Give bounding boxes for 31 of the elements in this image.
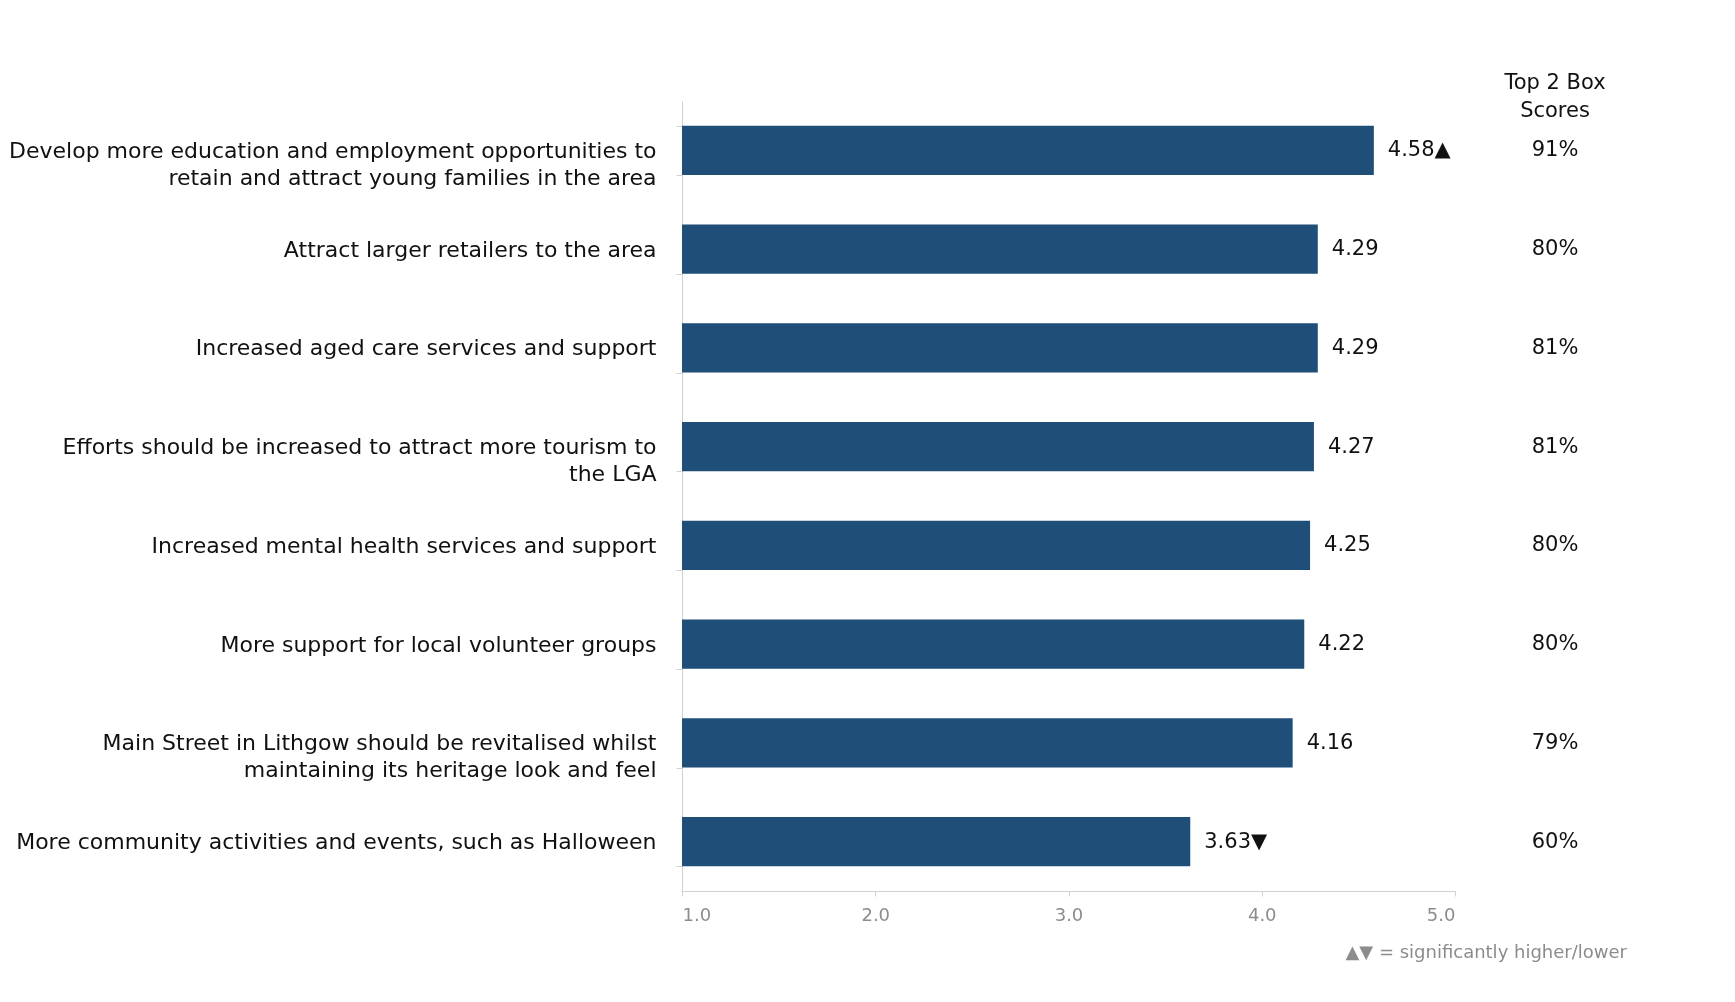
y-tick-label: Increased aged care services and support	[195, 335, 657, 361]
x-tick-label: 5.0	[1426, 903, 1456, 925]
x-tick-label: 4.0	[1247, 903, 1277, 925]
text: 80%	[1531, 532, 1579, 557]
data-label: 4.22	[1318, 631, 1366, 656]
text: 79%	[1531, 729, 1579, 754]
text: Top 2 Box Scores	[1503, 70, 1606, 122]
data-label: 3.63▼	[1204, 828, 1269, 853]
text: ▲▼ = significantly higher/lower	[1345, 941, 1628, 962]
y-tick-label: More support for local volunteer groups	[220, 631, 657, 657]
x-tick-label: 2.0	[861, 903, 891, 925]
data-label: 4.29	[1331, 236, 1379, 261]
data-label: 4.29	[1331, 334, 1379, 359]
y-tick-label: Efforts should be increased to attract more tourism to the LGA	[62, 434, 657, 487]
y-tick-label: More community activities and events, such as Halloween	[16, 829, 657, 855]
data-label: 4.27	[1327, 433, 1375, 458]
text: 60%	[1531, 828, 1579, 853]
x-tick-label: 1.0	[682, 903, 712, 925]
x-tick-label: 3.0	[1054, 903, 1084, 925]
text: 81%	[1531, 433, 1579, 458]
y-tick-label: Develop more education and employment opportunities to retain and attract young families in the area	[9, 137, 657, 190]
y-tick-label: Attract larger retailers to the area	[283, 236, 657, 262]
data-label: 4.16	[1306, 729, 1354, 754]
text: 91%	[1531, 137, 1579, 162]
y-tick-label: Main Street in Lithgow should be revitalised whilst maintaining its heritage look and feel	[102, 730, 657, 783]
y-tick-label: Increased mental health services and support	[151, 532, 657, 558]
text: 80%	[1531, 631, 1579, 656]
text: 81%	[1531, 334, 1579, 359]
data-label: 4.25	[1324, 532, 1371, 557]
data-label: 4.58▲	[1387, 137, 1452, 162]
text: 80%	[1531, 236, 1579, 261]
